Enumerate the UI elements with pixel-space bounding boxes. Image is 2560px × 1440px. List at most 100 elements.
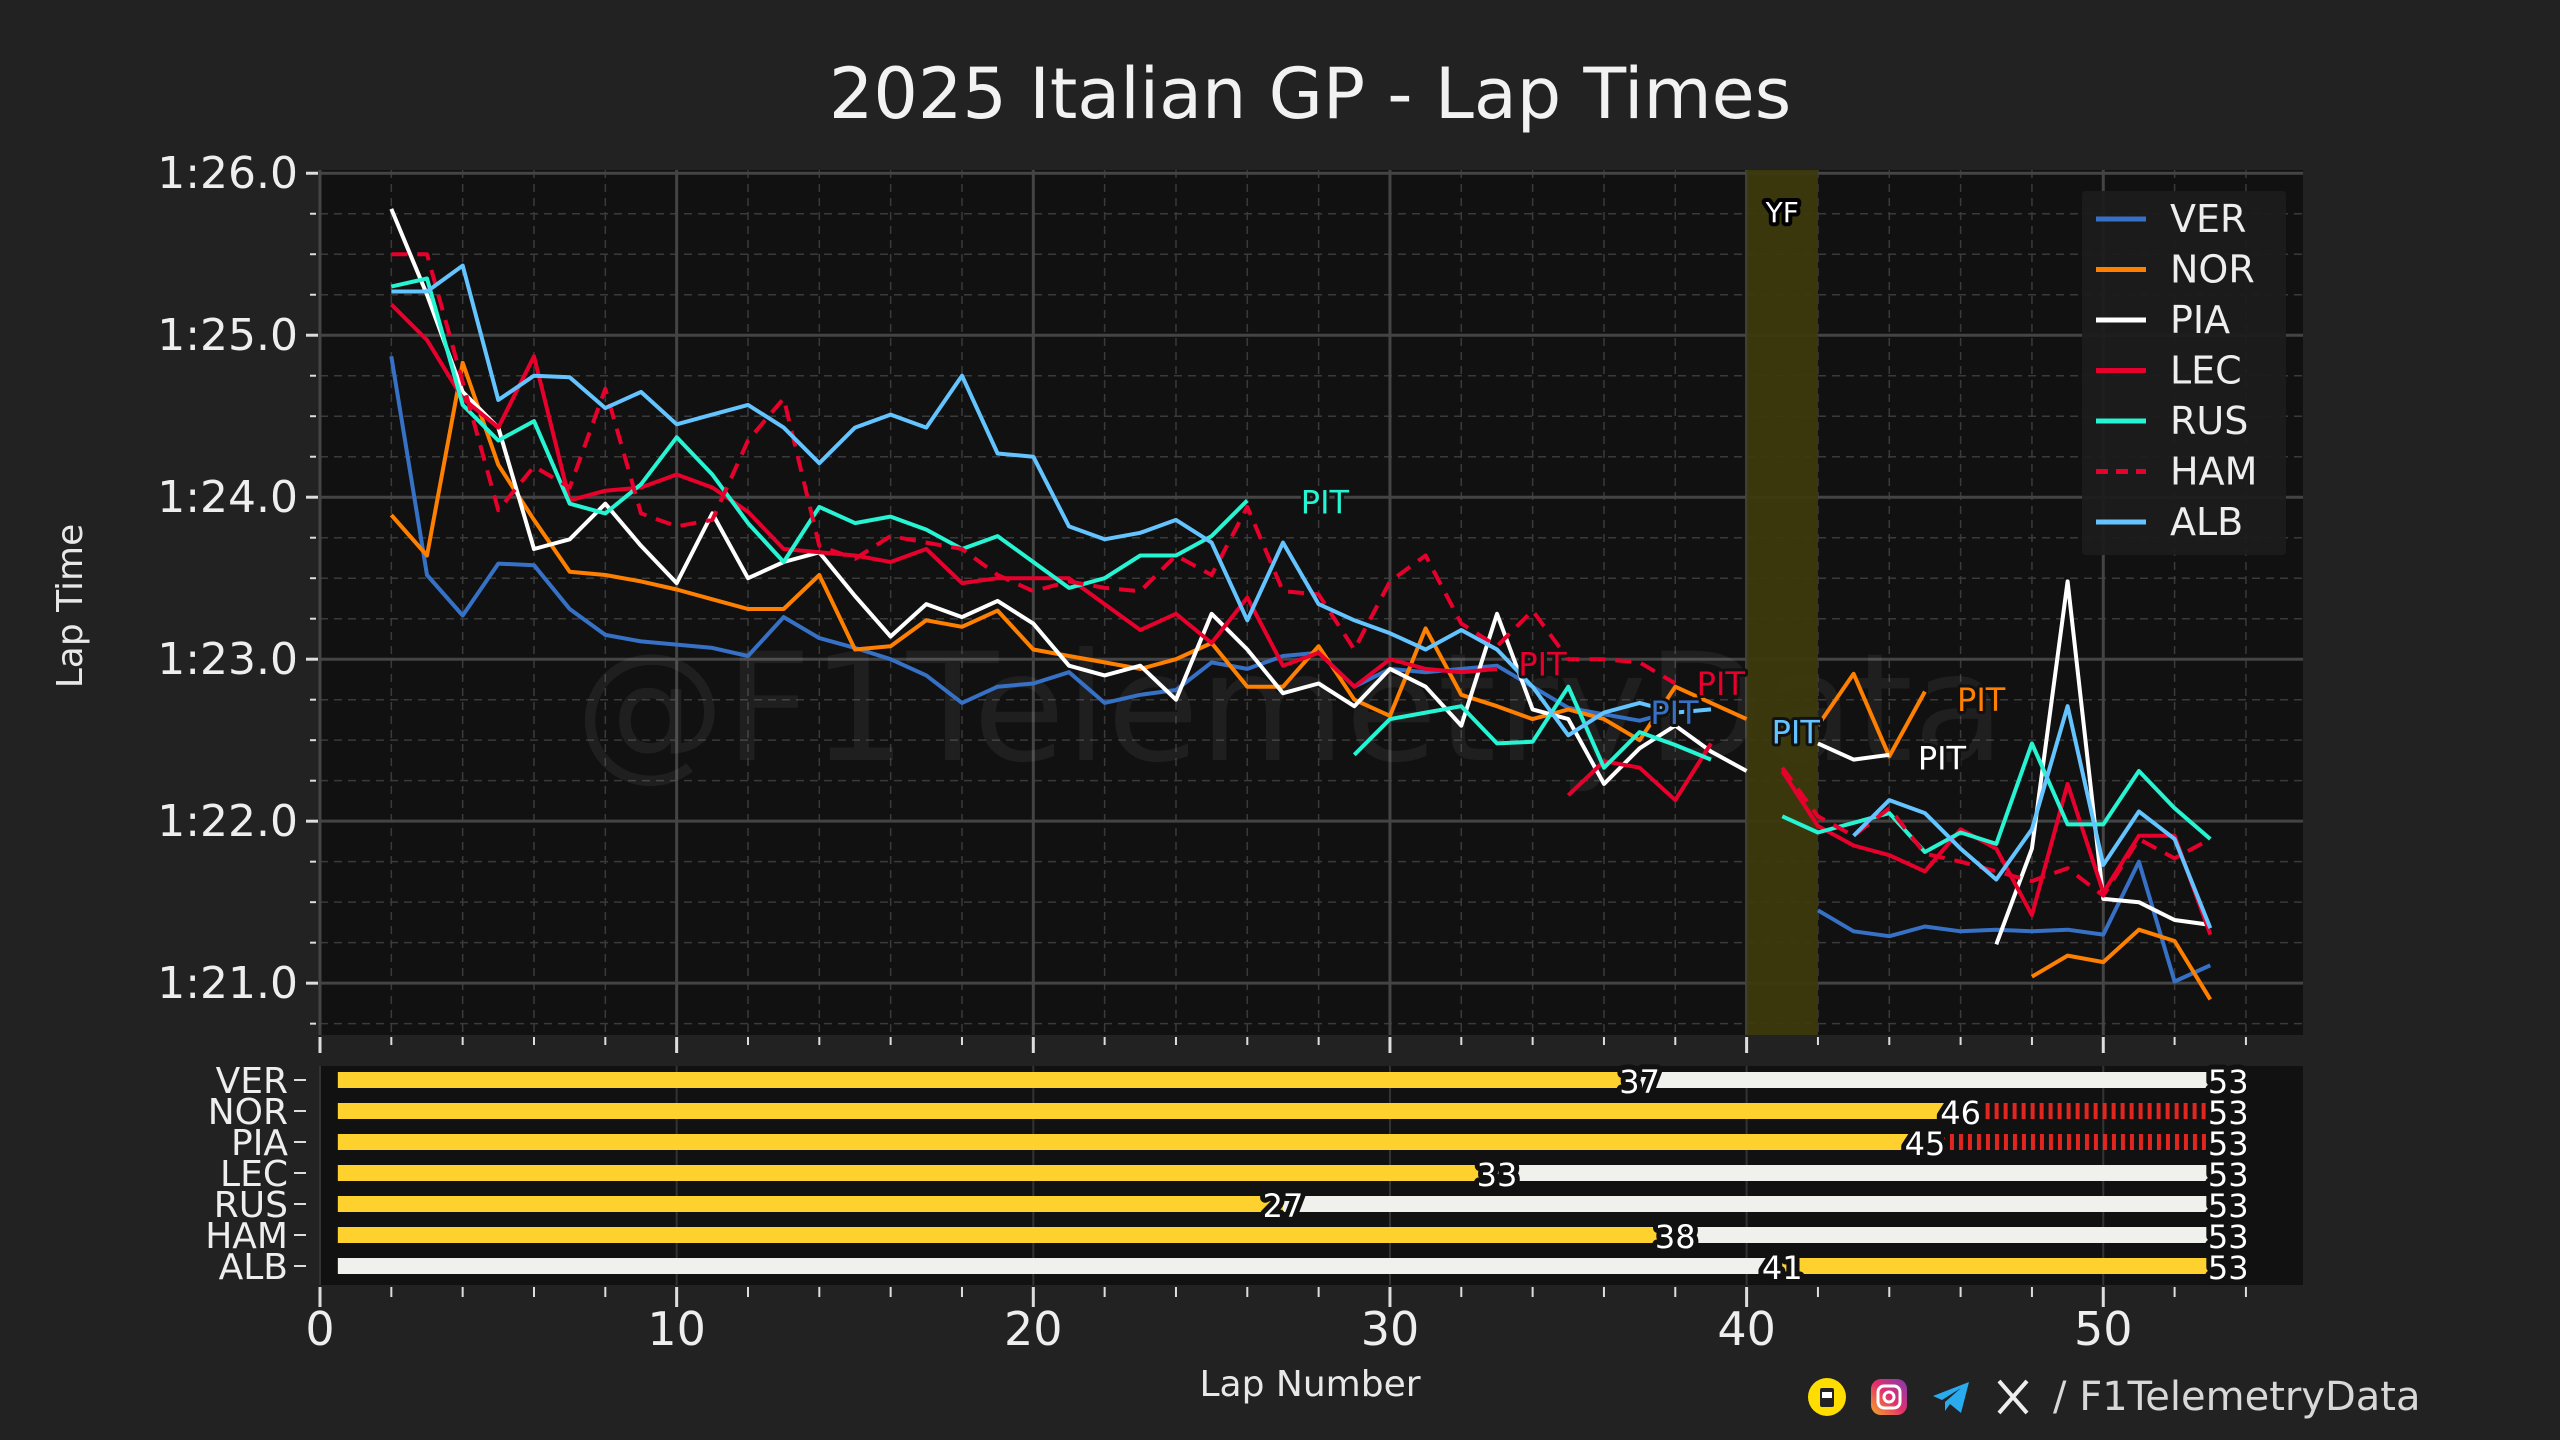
y-axis-label: Lap Time (50, 524, 91, 689)
chart-title: 2025 Italian GP - Lap Times (829, 53, 1791, 135)
tyre-stint-bar-hatch (1985, 1134, 1990, 1150)
footer: / F1TelemetryData (1805, 1374, 2421, 1420)
series-line-alb (1852, 704, 2213, 929)
tyre-stint-bar-hatch (1976, 1103, 1981, 1119)
series-line-lec (389, 302, 1498, 689)
footer-handle: / F1TelemetryData (2053, 1374, 2421, 1420)
plot-area (320, 170, 2303, 1035)
series-line-nor (389, 360, 1748, 743)
x-tick-label: 50 (2074, 1302, 2133, 1356)
tyre-stint-bar (1675, 1227, 2211, 1243)
tyre-stint-bar-hatch (2057, 1134, 2062, 1150)
pit-annotation: PIT (1518, 645, 1567, 683)
legend-label-nor: NOR (2170, 248, 2255, 292)
tyre-stint-bar-hatch (2102, 1103, 2107, 1119)
tyre-stint-bar-hatch (2120, 1103, 2125, 1119)
tyre-stint-bar-hatch (1949, 1134, 1954, 1150)
tyre-stint-bar (337, 1227, 1676, 1243)
tyre-stint-bar-hatch (2138, 1103, 2143, 1119)
x-tick-label: 40 (1717, 1302, 1776, 1356)
tyre-stint-bar-hatch (2192, 1134, 2197, 1150)
tyre-driver-label: VER (216, 1061, 288, 1102)
yellow-flag-label: YF (1765, 196, 1799, 229)
tyre-stint-bar-hatch (2156, 1134, 2161, 1150)
tyre-stint-bar-hatch (2093, 1103, 2098, 1119)
legend-label-ver: VER (2170, 197, 2246, 241)
tyre-stint-bar (337, 1196, 1283, 1212)
tyre-stint-bar-hatch (2003, 1103, 2008, 1119)
tyre-stint-bar-hatch (2138, 1134, 2143, 1150)
tyre-stint-bar-hatch (2075, 1134, 2080, 1150)
tyre-stint-bar-hatch (2147, 1134, 2152, 1150)
legend-label-rus: RUS (2170, 399, 2248, 443)
series-line-ham (391, 252, 1677, 686)
x-icon[interactable] (1991, 1375, 2035, 1419)
telegram-icon[interactable] (1929, 1375, 1973, 1419)
series-line-pia (1994, 579, 2211, 945)
tyre-stint-end-label: 53 (2208, 1094, 2249, 1132)
y-tick-label: 1:25.0 (157, 310, 298, 361)
tyre-driver-label: ALB (219, 1247, 288, 1288)
tyre-stint-bar-hatch (2165, 1134, 2170, 1150)
tyre-stint-bar-hatch (2120, 1134, 2125, 1150)
tyre-stint-end-label: 53 (2208, 1063, 2249, 1101)
tyre-stint-bar-hatch (2093, 1134, 2098, 1150)
y-tick-label: 1:24.0 (157, 472, 298, 523)
series-line-pia (1817, 741, 1890, 762)
tyre-stint-bar (1639, 1072, 2211, 1088)
tyre-stint-bar-hatch (2039, 1103, 2044, 1119)
legend-label-pia: PIA (2170, 298, 2230, 342)
tyre-stint-bar-hatch (1958, 1134, 1963, 1150)
legend-label-ham: HAM (2170, 450, 2257, 494)
series-line-alb (391, 263, 1712, 738)
tyre-stint-bar-hatch (1994, 1103, 1999, 1119)
tyre-stint-bar-hatch (2030, 1134, 2035, 1150)
series-line-rus (1352, 684, 1712, 770)
tyre-stint-bar (1782, 1258, 2211, 1274)
yellow-flag-band (1746, 170, 1818, 1035)
tyre-stint-end-label: 37 (1619, 1063, 1660, 1101)
tyre-stint-bar-hatch (2048, 1103, 2053, 1119)
tyre-stint-bar-hatch (2075, 1103, 2080, 1119)
tyre-stint-bar-hatch (2111, 1134, 2116, 1150)
tyre-driver-label: NOR (208, 1092, 288, 1133)
legend-label-lec: LEC (2170, 349, 2242, 393)
tyre-stint-bar (337, 1103, 1961, 1119)
x-axis-label: Lap Number (1199, 1364, 1420, 1405)
x-tick-label: 0 (305, 1302, 334, 1356)
y-tick-label: 1:21.0 (157, 958, 298, 1009)
tyre-stint-end-label: 53 (2208, 1187, 2249, 1225)
tyre-stint-end-label: 41 (1762, 1249, 1803, 1287)
tyre-stint-bar (337, 1258, 1783, 1274)
tyre-stint-bar-hatch (1994, 1134, 1999, 1150)
buymeacoffee-icon[interactable] (1805, 1375, 1849, 1419)
tyre-stint-bar-hatch (2174, 1103, 2179, 1119)
tyre-driver-label: RUS (214, 1185, 288, 1226)
tyre-stint-bar-hatch (2174, 1134, 2179, 1150)
y-tick-label: 1:23.0 (157, 634, 298, 685)
tyre-stint-bar-hatch (2156, 1103, 2161, 1119)
tyre-stint-bar-hatch (2102, 1134, 2107, 1150)
tyre-driver-label: HAM (205, 1216, 288, 1257)
tyre-stint-bar (337, 1072, 1640, 1088)
pit-annotation: PIT (1301, 483, 1350, 521)
tyre-stint-bar-hatch (2030, 1103, 2035, 1119)
tyre-stint-bar-hatch (2084, 1103, 2089, 1119)
tyre-stint-bar-hatch (2201, 1134, 2206, 1150)
pit-annotation: PIT (1772, 713, 1821, 751)
tyre-stint-end-label: 46 (1940, 1094, 1981, 1132)
pit-annotation: PIT (1697, 665, 1746, 703)
pit-annotation: PIT (1918, 739, 1967, 777)
series-line-nor (1816, 671, 1927, 759)
tyre-stint-bar-hatch (2201, 1103, 2206, 1119)
tyre-stint-bar-hatch (2111, 1103, 2116, 1119)
tyre-stint-bar-hatch (2066, 1103, 2071, 1119)
tyre-stint-bar-hatch (2192, 1103, 2197, 1119)
tyre-stint-end-label: 45 (1905, 1125, 1946, 1163)
instagram-icon[interactable] (1867, 1375, 1911, 1419)
tyre-stint-bar-hatch (2012, 1134, 2017, 1150)
tyre-stint-bar-hatch (1967, 1134, 1972, 1150)
tyre-stint-bar-hatch (2165, 1103, 2170, 1119)
tyre-stint-bar-hatch (2021, 1103, 2026, 1119)
